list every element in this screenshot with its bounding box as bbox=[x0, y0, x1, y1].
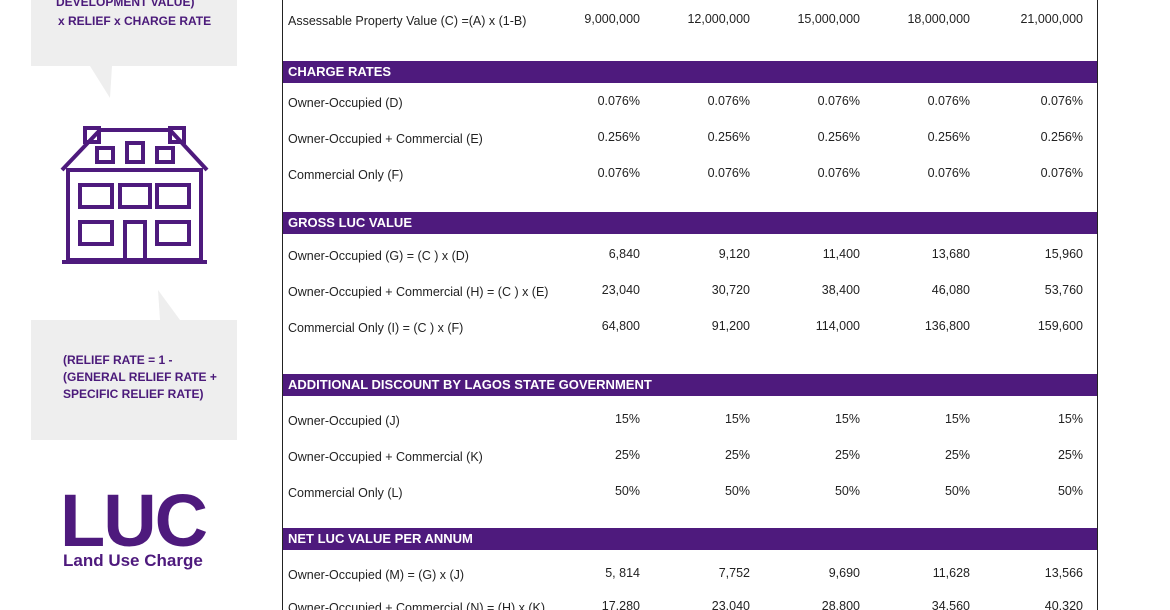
cell-value: 0.256% bbox=[707, 130, 750, 144]
cell-value: 0.076% bbox=[1040, 166, 1083, 180]
cell-value: 91,200 bbox=[711, 319, 750, 333]
row-label: Assessable Property Value (C) =(A) x (1-… bbox=[288, 14, 527, 28]
cell-value: 136,800 bbox=[924, 319, 970, 333]
section-title: GROSS LUC VALUE bbox=[288, 215, 412, 230]
table-border bbox=[1097, 0, 1098, 610]
cell-value: 15% bbox=[1057, 412, 1083, 426]
table-border bbox=[282, 0, 283, 610]
cell-value: 50% bbox=[1057, 484, 1083, 498]
sidebar-graphics bbox=[60, 66, 209, 320]
cell-value: 25% bbox=[1057, 448, 1083, 462]
cell-value: 28,800 bbox=[821, 599, 860, 610]
row-label: Owner-Occupied + Commercial (N) = (H) x … bbox=[288, 601, 545, 610]
cell-value: 0.076% bbox=[597, 94, 640, 108]
row-label: Commercial Only (L) bbox=[288, 486, 403, 500]
relief-line: (GENERAL RELIEF RATE + bbox=[63, 370, 217, 384]
cell-value: 15% bbox=[614, 412, 640, 426]
cell-value: 25% bbox=[944, 448, 970, 462]
cell-value: 11,628 bbox=[932, 566, 970, 580]
formula-line: DEVELOPMENT VALUE) bbox=[56, 0, 195, 9]
cell-value: 15,000,000 bbox=[797, 12, 860, 26]
row-label: Owner-Occupied + Commercial (K) bbox=[288, 450, 483, 464]
cell-value: 40,320 bbox=[1044, 599, 1083, 610]
cell-value: 9,120 bbox=[718, 247, 750, 261]
cell-value: 25% bbox=[724, 448, 750, 462]
formula-line: x RELIEF x CHARGE RATE bbox=[58, 14, 212, 28]
cell-value: 12,000,000 bbox=[687, 12, 750, 26]
row-label: Owner-Occupied (D) bbox=[288, 96, 403, 110]
relief-box bbox=[31, 320, 237, 440]
cell-value: 0.076% bbox=[1040, 94, 1083, 108]
cell-value: 50% bbox=[724, 484, 750, 498]
section-header: NET LUC VALUE PER ANNUM bbox=[283, 528, 1097, 550]
formula-text: DEVELOPMENT VALUE) x RELIEF x CHARGE RAT… bbox=[56, 0, 211, 30]
cell-value: 0.256% bbox=[927, 130, 970, 144]
cell-value: 15% bbox=[724, 412, 750, 426]
cell-value: 0.076% bbox=[817, 166, 860, 180]
section-title: NET LUC VALUE PER ANNUM bbox=[288, 531, 473, 546]
cell-value: 64,800 bbox=[601, 319, 640, 333]
cell-value: 0.076% bbox=[927, 166, 970, 180]
cell-value: 30,720 bbox=[711, 283, 750, 297]
cell-value: 23,040 bbox=[601, 283, 640, 297]
row-label: Owner-Occupied (J) bbox=[288, 414, 400, 428]
cell-value: 11,400 bbox=[822, 247, 860, 261]
cell-value: 34,560 bbox=[931, 599, 970, 610]
cell-value: 7,752 bbox=[718, 566, 750, 580]
cell-value: 0.076% bbox=[707, 166, 750, 180]
cell-value: 9,690 bbox=[828, 566, 860, 580]
cell-value: 46,080 bbox=[931, 283, 970, 297]
row-label: Commercial Only (F) bbox=[288, 168, 404, 182]
cell-value: 15% bbox=[834, 412, 860, 426]
cell-value: 0.076% bbox=[707, 94, 750, 108]
cell-value: 38,400 bbox=[821, 283, 860, 297]
cell-value: 6,840 bbox=[608, 247, 640, 261]
cell-value: 25% bbox=[834, 448, 860, 462]
cell-value: 0.256% bbox=[597, 130, 640, 144]
cell-value: 5, 814 bbox=[605, 566, 640, 580]
row-label: Owner-Occupied (M) = (G) x (J) bbox=[288, 568, 465, 582]
section-header: CHARGE RATES bbox=[283, 61, 1097, 83]
cell-value: 0.076% bbox=[927, 94, 970, 108]
cell-value: 53,760 bbox=[1044, 283, 1083, 297]
cell-value: 0.256% bbox=[817, 130, 860, 144]
cell-value: 13,680 bbox=[931, 247, 970, 261]
row-label: Owner-Occupied + Commercial (E) bbox=[288, 132, 483, 146]
cell-value: 18,000,000 bbox=[907, 12, 970, 26]
cell-value: 17,280 bbox=[601, 599, 640, 610]
cell-value: 0.076% bbox=[597, 166, 640, 180]
cell-value: 0.076% bbox=[817, 94, 860, 108]
cell-value: 50% bbox=[944, 484, 970, 498]
relief-text: (RELIEF RATE = 1 - (GENERAL RELIEF RATE … bbox=[63, 352, 217, 403]
cell-value: 25% bbox=[614, 448, 640, 462]
cell-value: 114,000 bbox=[815, 319, 860, 333]
cell-value: 9,000,000 bbox=[584, 12, 640, 26]
cell-value: 13,566 bbox=[1044, 566, 1083, 580]
cell-value: 15% bbox=[944, 412, 970, 426]
section-title: CHARGE RATES bbox=[288, 64, 392, 79]
section-header: ADDITIONAL DISCOUNT BY LAGOS STATE GOVER… bbox=[283, 374, 1097, 396]
formula-box bbox=[31, 0, 237, 66]
cell-value: 159,600 bbox=[1037, 319, 1083, 333]
cell-value: 21,000,000 bbox=[1020, 12, 1083, 26]
cell-value: 0.256% bbox=[1040, 130, 1083, 144]
row-label: Owner-Occupied + Commercial (H) = (C ) x… bbox=[288, 285, 549, 299]
section-header: GROSS LUC VALUE bbox=[283, 212, 1097, 234]
row-label: Owner-Occupied (G) = (C ) x (D) bbox=[288, 249, 469, 263]
logo-subtitle: Land Use Charge bbox=[63, 551, 203, 570]
relief-line: SPECIFIC RELIEF RATE) bbox=[63, 387, 204, 401]
cell-value: 23,040 bbox=[711, 599, 750, 610]
relief-line: (RELIEF RATE = 1 - bbox=[63, 353, 173, 367]
cell-value: 15,960 bbox=[1044, 247, 1083, 261]
logo: LUC bbox=[60, 479, 208, 562]
section-title: ADDITIONAL DISCOUNT BY LAGOS STATE GOVER… bbox=[288, 377, 652, 392]
cell-value: 50% bbox=[614, 484, 640, 498]
row-label: Commercial Only (I) = (C ) x (F) bbox=[288, 321, 464, 335]
cell-value: 50% bbox=[834, 484, 860, 498]
